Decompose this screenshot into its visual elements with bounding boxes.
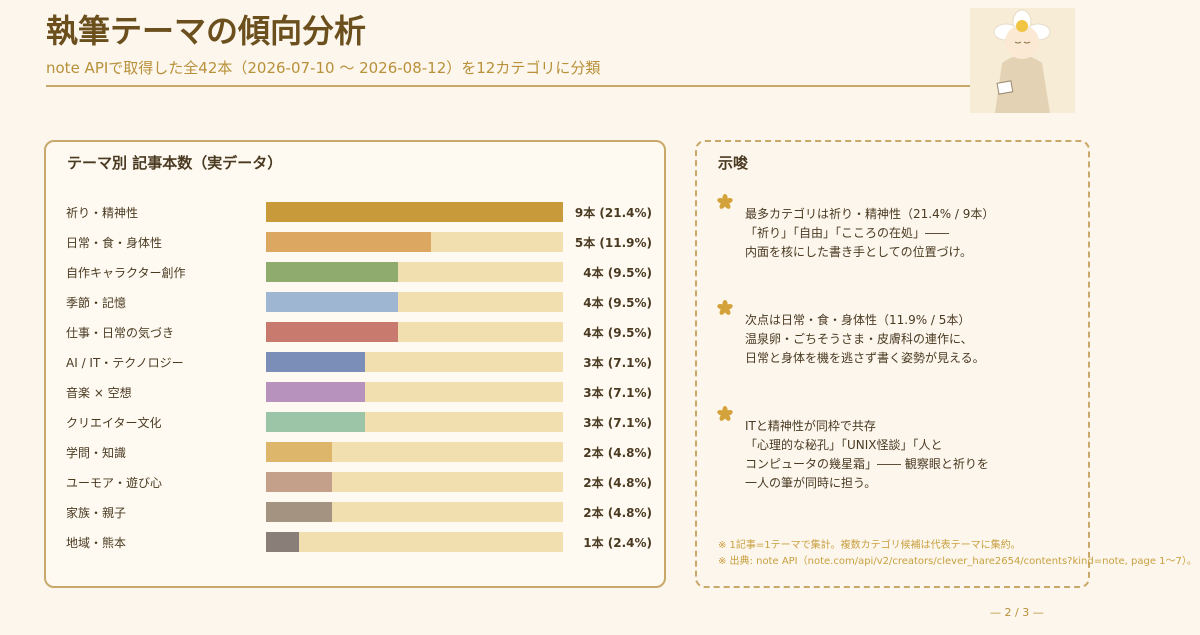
bar	[266, 382, 365, 402]
bar	[266, 502, 332, 522]
slide-subtitle: note APIで取得した全42本（2026-07-10 〜 2026-08-1…	[46, 59, 601, 77]
bar	[266, 232, 431, 252]
bar-track	[266, 532, 563, 552]
category-label: クリエイター文化	[66, 416, 162, 430]
illustration	[970, 8, 1075, 113]
insight-line: 「心理的な秘孔」「UNIX怪談」「人と	[745, 438, 943, 452]
bar	[266, 352, 365, 372]
divider	[46, 85, 970, 87]
insights-panel	[695, 140, 1090, 588]
bar-track	[266, 442, 563, 462]
value-label: 4本 (9.5%)	[583, 326, 652, 340]
bar	[266, 442, 332, 462]
footnote: ※ 1記事=1テーマで集計。複数カテゴリ候補は代表テーマに集約。	[718, 540, 1021, 551]
insight-line: ITと精神性が同枠で共存	[745, 419, 876, 433]
bar	[266, 322, 398, 342]
category-label: 祈り・精神性	[66, 206, 139, 220]
value-label: 5本 (11.9%)	[574, 236, 652, 250]
category-label: 地域・熊本	[66, 536, 127, 550]
value-label: 3本 (7.1%)	[583, 356, 652, 370]
bar	[266, 412, 365, 432]
category-label: AI / IT・テクノロジー	[66, 356, 184, 370]
bar	[266, 472, 332, 492]
category-label: 音楽 × 空想	[66, 386, 132, 400]
value-label: 2本 (4.8%)	[583, 506, 652, 520]
category-label: 日常・食・身体性	[66, 236, 163, 250]
value-label: 4本 (9.5%)	[583, 296, 652, 310]
bar-track	[266, 502, 563, 522]
bar	[266, 292, 398, 312]
insight-line: 日常と身体を機を逃さず書く姿勢が見える。	[745, 351, 985, 365]
bar	[266, 262, 398, 282]
value-label: 2本 (4.8%)	[583, 446, 652, 460]
value-label: 9本 (21.4%)	[574, 206, 652, 220]
value-label: 1本 (2.4%)	[583, 536, 652, 550]
slide-title: 執筆テーマの傾向分析	[46, 12, 367, 50]
bar	[266, 202, 563, 222]
insight-line: 温泉卵・ごちそうさま・皮膚科の連作に、	[745, 332, 973, 346]
page-number: — 2 / 3 —	[990, 606, 1044, 619]
insight-line: 一人の筆が同時に担う。	[745, 476, 877, 490]
category-label: 季節・記憶	[66, 296, 127, 310]
category-label: ユーモア・遊び心	[66, 476, 163, 490]
value-label: 2本 (4.8%)	[583, 476, 652, 490]
bullet	[717, 194, 733, 209]
bar-track	[266, 472, 563, 492]
bullet	[717, 300, 733, 315]
insight-line: 内面を核にした書き手としての位置づけ。	[745, 245, 973, 259]
value-label: 4本 (9.5%)	[583, 266, 652, 280]
category-label: 家族・親子	[66, 506, 127, 520]
bullet	[717, 406, 733, 421]
category-label: 仕事・日常の気づき	[66, 326, 175, 340]
value-label: 3本 (7.1%)	[583, 416, 652, 430]
footnote: ※ 出典: note API（note.com/api/v2/creators/…	[718, 556, 1197, 567]
category-label: 学問・知識	[66, 446, 127, 460]
category-label: 自作キャラクター創作	[66, 266, 186, 280]
insights-title: 示唆	[718, 154, 749, 172]
value-label: 3本 (7.1%)	[583, 386, 652, 400]
insight-line: 「祈り」「自由」「こころの在処」――	[745, 226, 950, 240]
insight-line: 次点は日常・食・身体性（11.9% / 5本）	[745, 313, 971, 327]
insight-line: 最多カテゴリは祈り・精神性（21.4% / 9本）	[745, 207, 995, 221]
insight-line: コンピュータの幾星霜」―― 観察眼と祈りを	[745, 457, 989, 471]
bar	[266, 532, 299, 552]
chart-title: テーマ別 記事本数（実データ）	[67, 154, 283, 172]
